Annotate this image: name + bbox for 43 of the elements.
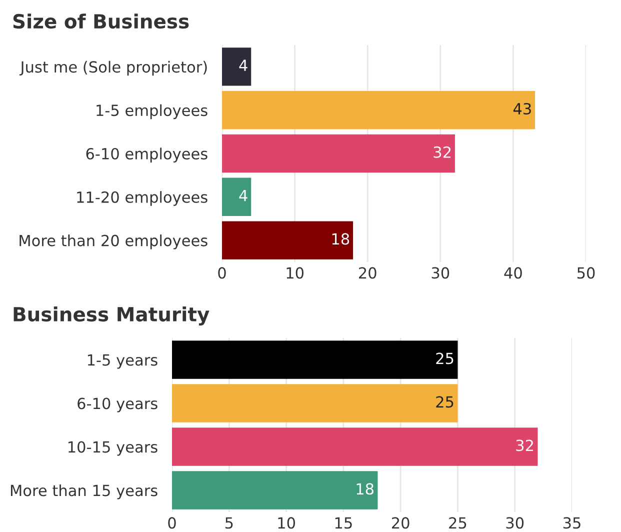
y-tick-label: More than 15 years [10,484,158,500]
y-tick-label: More than 20 employees [20,234,208,250]
bar [172,384,458,422]
chart-title: Business Maturity [14,306,210,326]
x-tick-label: 10 [278,517,295,529]
x-tick-label: 0 [218,267,226,279]
bar [222,134,455,173]
data-label: 18 [332,233,350,245]
bar [172,428,538,466]
chart-title: Size of Business [13,14,189,29]
x-tick-label: 10 [286,267,304,279]
data-label: 25 [436,396,454,408]
data-label: 4 [239,190,248,202]
data-label: 25 [436,352,454,364]
x-tick-label: 15 [335,517,352,529]
x-tick-label: 25 [449,517,466,529]
data-label: 43 [513,102,531,115]
bar [222,221,354,260]
x-tick-label: 0 [168,517,176,529]
data-label: 4 [239,60,248,71]
x-tick-label: 5 [225,517,233,529]
y-tick-label: 1-5 employees [96,104,208,120]
x-tick-label: 30 [506,517,524,529]
x-tick-label: 40 [504,267,522,279]
y-tick-label: 11-20 employees [77,191,208,206]
y-tick-label: 6-10 years [78,398,158,412]
bar [222,178,252,216]
bar [222,48,252,86]
y-tick-label: 10-15 years [68,441,158,456]
x-tick-label: 50 [577,267,595,279]
y-tick-label: 1-5 years [88,354,158,369]
x-tick-label: 20 [392,517,410,529]
x-tick-label: 20 [359,267,376,279]
y-tick-label: Just me (Sole proprietor) [19,60,207,76]
data-label: 32 [516,440,533,452]
x-tick-label: 35 [563,517,580,529]
data-label: 18 [356,483,374,495]
bar [222,91,536,130]
x-tick-label: 30 [432,267,450,279]
bar [172,340,458,379]
data-label: 32 [434,146,451,158]
y-tick-label: 6-10 employees [86,148,208,162]
bar [172,471,378,510]
